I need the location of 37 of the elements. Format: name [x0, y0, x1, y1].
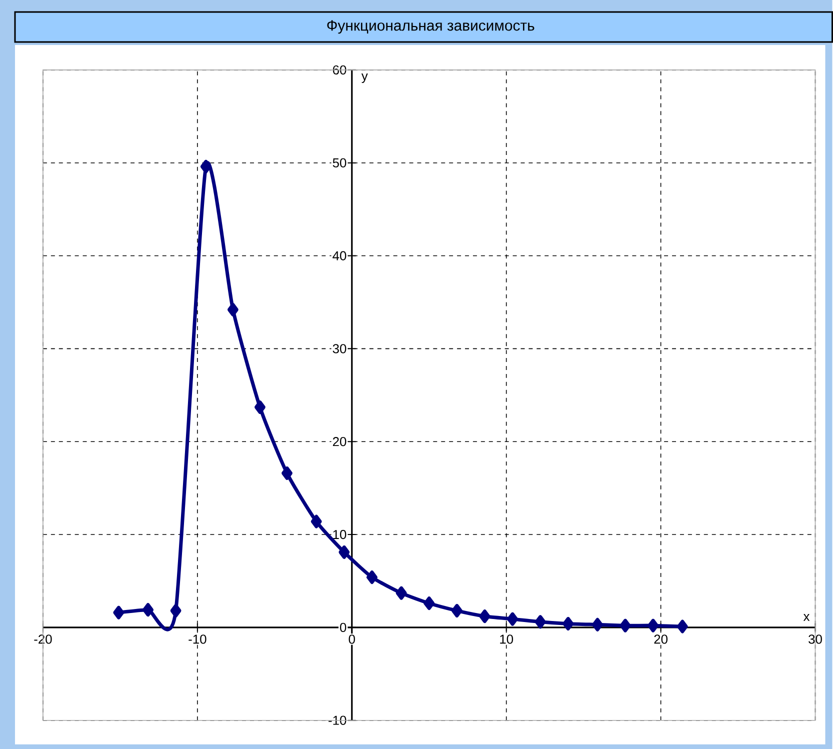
point — [227, 302, 238, 316]
point — [366, 570, 378, 584]
point — [396, 586, 407, 600]
x-axis-title: x — [803, 614, 810, 621]
y-tick-label: -10 — [328, 716, 346, 725]
point — [620, 618, 631, 632]
point — [200, 160, 212, 174]
point — [479, 609, 490, 623]
point — [254, 400, 266, 414]
x-tick-label: 20 — [654, 634, 668, 644]
point — [424, 596, 435, 610]
x-tick-label: -10 — [188, 634, 206, 644]
y-tick-label: 40 — [332, 251, 346, 260]
x-tick-label: 10 — [500, 634, 514, 644]
point — [142, 602, 154, 616]
point — [170, 604, 182, 618]
point — [562, 616, 574, 630]
y-tick-label: 10 — [333, 530, 346, 539]
point — [282, 466, 293, 480]
y-tick-label: 50 — [332, 158, 346, 168]
point — [113, 606, 124, 620]
point — [534, 614, 546, 628]
x-tick-label: 0 — [348, 634, 355, 644]
x-tick-label: -20 — [34, 634, 52, 644]
point — [592, 618, 603, 632]
y-tick-label: 30 — [332, 344, 346, 354]
chart-title: Функциональная зависимость — [327, 20, 534, 34]
point — [451, 604, 462, 618]
y-axis-title: y — [361, 73, 368, 83]
point — [507, 612, 518, 626]
point — [676, 620, 688, 634]
point — [310, 514, 322, 528]
y-tick-label: 0 — [340, 622, 346, 632]
point — [338, 545, 350, 559]
x-tick-label: 30 — [808, 634, 822, 644]
y-tick-label: 20 — [332, 436, 346, 446]
point — [648, 618, 659, 632]
